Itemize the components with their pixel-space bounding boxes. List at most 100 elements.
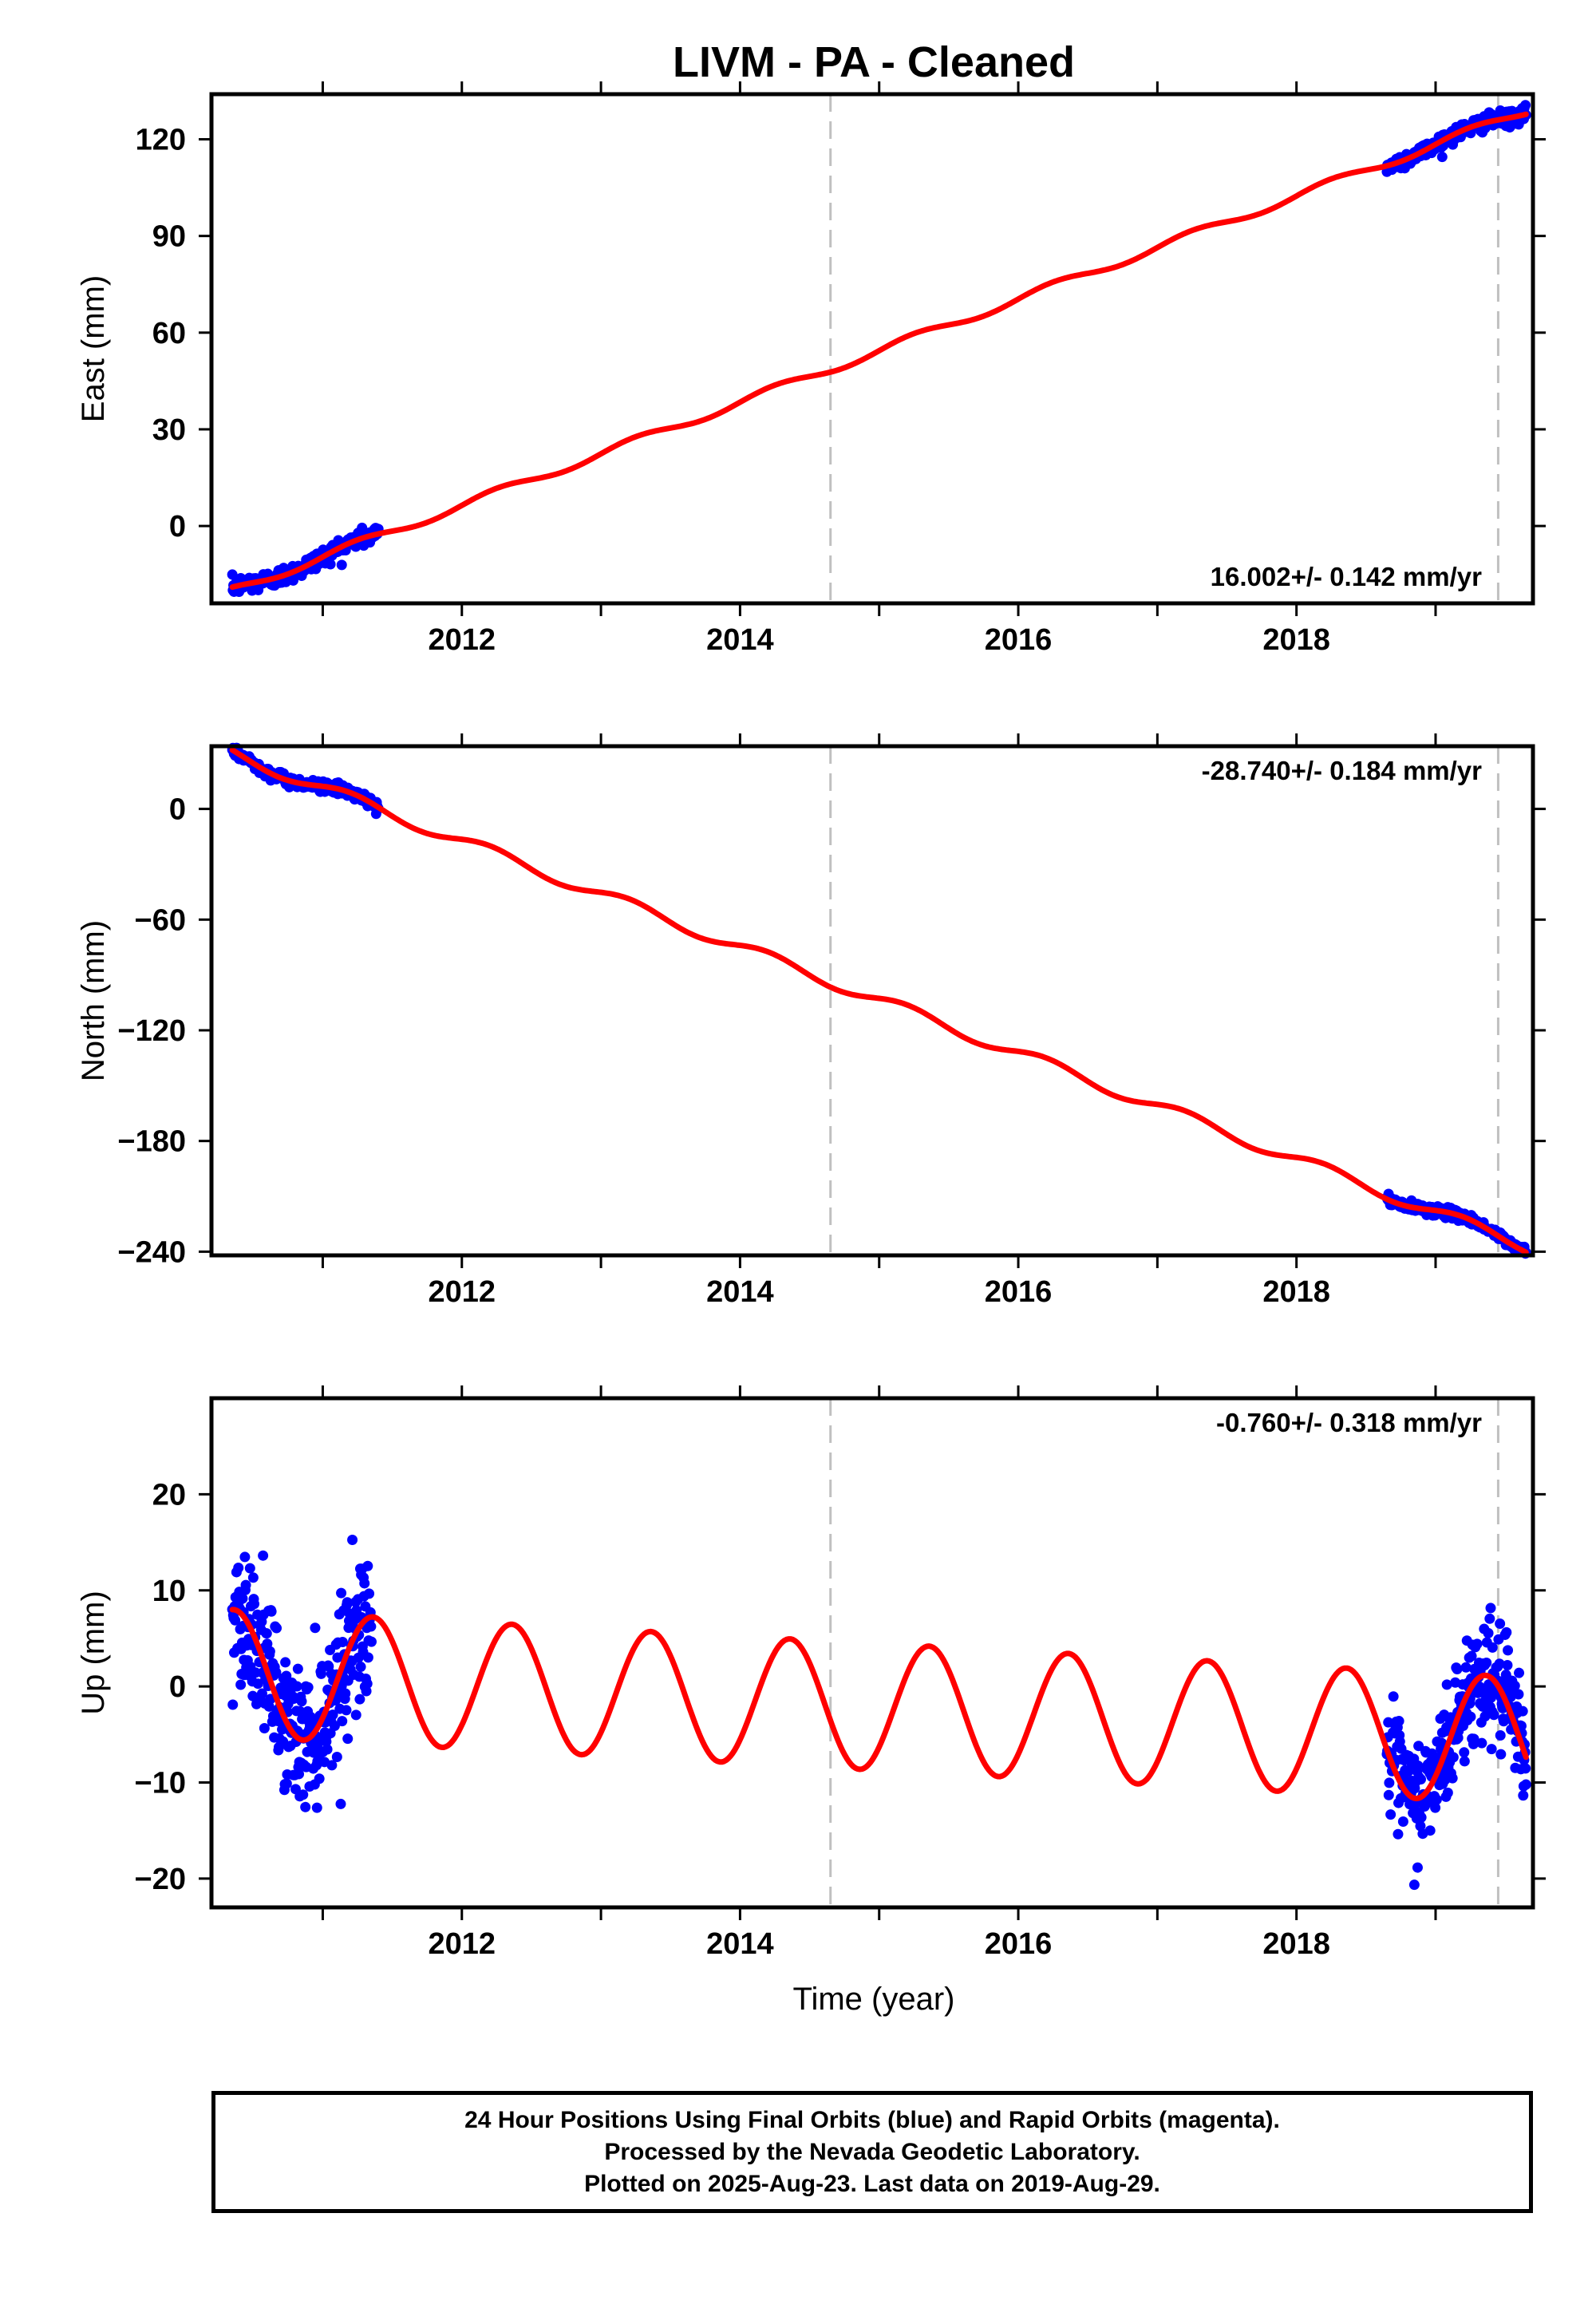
up-data-point [1402,1767,1413,1778]
up-data-point [1483,1627,1494,1638]
up-model-curve [229,1607,1529,1802]
up-data-point [359,1578,370,1589]
up-data-point [1431,1794,1442,1805]
up-data-point [240,1579,251,1591]
up-data-point [1468,1733,1479,1745]
up-data-point [1430,1802,1441,1813]
footer-line-2: Processed by the Nevada Geodetic Laborat… [604,2138,1140,2165]
up-data-point [347,1535,358,1546]
up-data-point [292,1663,303,1674]
up-data-point [1393,1828,1404,1840]
up-data-point [1513,1689,1524,1700]
up-data-point [362,1560,373,1571]
up-data-point [362,1652,373,1663]
up-data-point [350,1709,361,1721]
east-data-point [336,559,347,571]
east-y-tick-label: 120 [136,124,186,157]
up-data-point [310,1622,321,1634]
up-y-tick-label: 10 [152,1575,186,1608]
up-y-tick-label: −20 [135,1863,186,1896]
up-data-point [296,1696,307,1707]
east-y-tick-label: 30 [152,413,186,447]
east-y-tick-label: 60 [152,317,186,350]
up-data-point [1514,1667,1525,1678]
up-x-tick-label: 2018 [1262,1927,1330,1961]
up-data-point [337,1637,348,1648]
up-data-point [1384,1777,1395,1788]
up-data-point [1472,1638,1483,1650]
up-data-point [291,1681,302,1692]
up-data-point [355,1662,366,1673]
up-data-point [1509,1680,1520,1691]
north-y-tick-label: 0 [169,793,186,827]
east-y-tick-label: 0 [169,510,186,543]
east-model-curve [229,111,1529,591]
up-data-point [1520,1779,1531,1790]
north-panel: 2012 2014 2016 2018 −240 −180 −120 −60 0 North (m… [76,733,1546,1309]
up-data-point [1442,1787,1453,1798]
up-data-point [1484,1613,1495,1624]
up-data-point [1412,1760,1424,1771]
up-data-point [298,1789,309,1800]
up-data-point [239,1551,251,1563]
up-data-point [1408,1879,1420,1891]
up-data-point [1488,1709,1499,1721]
east-x-tick-label: 2012 [428,623,496,657]
up-data-point [302,1682,314,1693]
east-y-axis-label: East (mm) [76,275,111,422]
north-y-tick-label: −180 [117,1125,186,1159]
up-data-point [261,1628,272,1639]
up-data-point [1447,1773,1458,1784]
up-data-point [1485,1603,1496,1614]
up-data-point [1502,1659,1513,1670]
up-data-point [314,1773,325,1784]
up-data-point [235,1679,247,1690]
north-y-tick-label: −120 [117,1014,186,1048]
up-data-point [1460,1662,1472,1673]
up-data-point [1520,1763,1531,1774]
up-data-point [342,1597,353,1608]
up-data-point [1441,1679,1452,1690]
up-data-point [1448,1752,1459,1763]
up-data-point [327,1709,338,1721]
up-y-tick-label: −10 [135,1767,186,1800]
east-plot-frame [209,92,1535,606]
up-data-point [233,1562,244,1573]
up-data-point [256,1688,267,1699]
up-data-point [311,1802,322,1813]
up-data-point [300,1801,311,1812]
up-data-point [1383,1789,1394,1800]
up-data-point [1383,1717,1394,1728]
up-plot-frame [209,1396,1535,1910]
up-data-point [1452,1663,1463,1674]
up-data-point [264,1646,275,1657]
up-data-point [1416,1773,1427,1784]
up-data-point [1397,1816,1408,1828]
footer-line-3: Plotted on 2025-Aug-23. Last data on 201… [584,2170,1160,2197]
up-data-point [361,1678,373,1690]
east-rate-label: 16.002+/- 0.142 mm/yr [1211,562,1482,591]
up-data-point [271,1622,282,1634]
up-data-point [1459,1747,1470,1758]
up-x-tick-label: 2016 [985,1927,1053,1961]
up-data-point [230,1614,241,1626]
up-data-point [329,1721,340,1732]
east-data-point [1520,100,1531,111]
up-data-point [244,1563,255,1574]
up-data-point [341,1705,352,1716]
east-panel: 2012 2014 2016 2018 0 30 60 90 120 East (mm) 16.00… [76,81,1546,657]
up-data-point [1388,1691,1399,1702]
up-data-point [326,1760,338,1771]
up-data-point [337,1716,348,1727]
up-data-point [1495,1749,1507,1760]
chart-title: LIVM - PA - Cleaned [673,38,1075,86]
up-data-point [1518,1790,1529,1801]
up-data-point [365,1636,377,1647]
up-data-point [1393,1716,1404,1727]
up-data-point [1494,1658,1505,1670]
east-data-point [325,559,336,570]
up-data-point [237,1593,248,1604]
up-data-point [1481,1657,1492,1668]
up-data-point [1459,1756,1470,1767]
x-axis-label: Time (year) [793,1982,955,2017]
